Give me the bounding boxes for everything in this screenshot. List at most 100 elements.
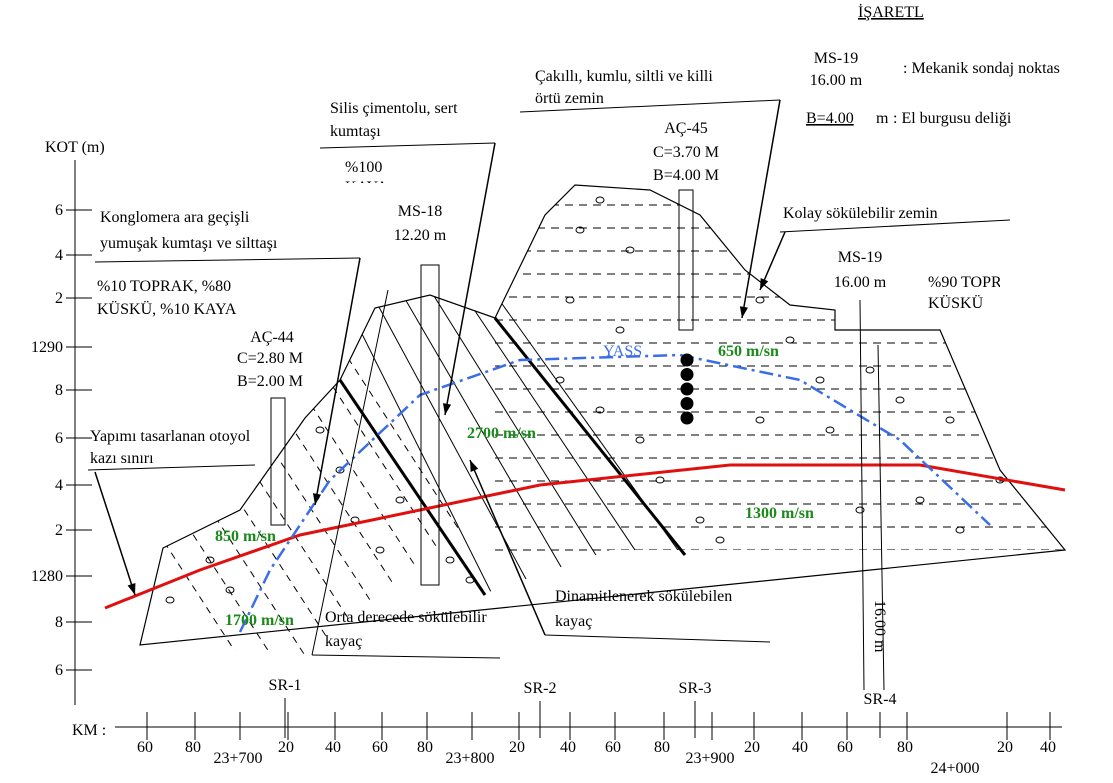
clast [945,416,955,424]
x-tick-label: 80 [417,739,433,756]
station-label: SR-4 [864,691,897,708]
x-tick-label: 60 [137,739,153,756]
clast [785,336,795,344]
y-tick-label: 4 [55,477,63,494]
leader [94,471,136,596]
clast [565,296,575,304]
y-tick-label: 1290 [31,339,63,356]
arrowhead [760,278,769,290]
borehole-label: 16.00 m [834,274,887,291]
borehole [859,299,865,691]
clast [335,466,345,474]
clast [755,416,765,424]
annotation: %10 TOPRAK, %80 [97,278,231,295]
annotation: Konglomera ara geçişli [100,209,250,226]
annotation: %90 TOPRAK, %10 [928,274,1062,291]
annotation: Silis çimentolu, sert [330,100,458,117]
velocity-label: 1300 m/sn [745,505,814,522]
y-tick-label: 6 [55,662,63,679]
x-tick-label: 40 [560,739,576,756]
clast [625,246,635,254]
y-tick-label: 2 [55,290,63,307]
arrowhead [312,493,322,505]
borehole [420,264,440,586]
y-tick-label: 6 [55,202,63,219]
annotation: KÜSKÜ, %10 KAYA [97,300,237,318]
legend-code: 16.00 m [810,72,863,89]
leader [779,219,1011,233]
x-tick-label: 40 [792,739,808,756]
bedding [456,283,648,569]
station-label: SR-3 [679,680,712,697]
clast [595,196,605,204]
leader [544,634,771,643]
x-tick-label: 60 [605,739,621,756]
y-tick-label: 2 [55,522,63,539]
borehole [678,189,694,331]
leader [87,464,256,471]
contact [338,379,487,596]
borehole-label: AÇ-44 [250,329,294,346]
dash-line [281,411,393,583]
station-label: SR-1 [269,677,302,694]
annotation: örtü zemin [535,90,604,107]
annotation: Orta derecede sökülebilir [325,609,487,626]
clast [445,556,455,564]
velocity-label: 650 m/sn [718,343,779,360]
x-tick-label: 23+900 [685,750,734,767]
dash-line [325,375,437,547]
legend-title: İŞARETL [858,3,924,21]
leader [319,142,496,149]
annotation: %100 [345,159,382,176]
clast [595,406,605,414]
clast [695,516,705,524]
y-tick-label: 8 [55,614,63,631]
borehole-label: C=2.80 M [237,350,303,367]
borehole-label: B=2.00 M [237,373,303,390]
clast [915,496,925,504]
clast [895,396,905,404]
annotation: kazı sınırı [90,450,154,467]
terrain-outline [139,184,1067,646]
clast [375,546,385,554]
leader [469,459,546,636]
bedding [372,295,534,593]
clast [815,376,825,384]
leader [444,142,496,416]
clast [165,596,175,604]
clast [555,376,565,384]
velocity-label: 850 m/sn [215,528,276,545]
clast [825,426,835,434]
x-tick-label: 20 [997,739,1013,756]
x-tick-label: 23+700 [213,750,262,767]
x-tick-label: 60 [837,739,853,756]
y-axis-label: KOT (m) [45,139,105,156]
leader [311,654,501,659]
clast [225,586,235,594]
yass-label: YASS [603,343,642,360]
x-tick-label: 80 [897,739,913,756]
borehole-depth: 16.00 m [871,600,888,653]
sample-dot [680,382,694,396]
sample-dot [680,353,694,367]
leader [311,289,389,656]
borehole-label: AÇ-45 [664,120,708,137]
velocity-label: 2700 m/sn [467,425,536,442]
annotation: KÜSKÜ [928,294,984,312]
clast [655,476,665,484]
arrowhead [470,460,479,472]
yass-line [238,353,991,633]
x-tick-label: 80 [185,739,201,756]
borehole-label: MS-18 [398,203,442,220]
legend-code: m [876,110,889,127]
bedding [344,299,496,601]
excavation-limit [104,463,1066,610]
annotation: kumtaşı [330,123,381,140]
dash-line [303,393,415,565]
borehole-label: MS-19 [838,249,882,266]
arrowhead [739,306,748,318]
contact [493,317,687,556]
clast [205,556,215,564]
sample-dot [680,411,694,425]
annotation: kayaç [325,633,362,650]
